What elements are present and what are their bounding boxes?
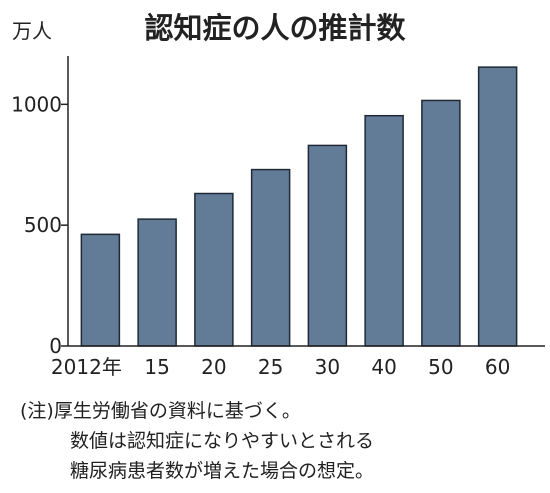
x-tick-label-0: 2012年 bbox=[51, 355, 122, 379]
bar-1 bbox=[137, 218, 177, 347]
x-tick-label-3: 25 bbox=[258, 355, 283, 379]
bar-4 bbox=[307, 144, 348, 347]
bar-6 bbox=[421, 99, 461, 347]
bar-5 bbox=[364, 114, 404, 347]
y-ticks-group: 0 500 1000 bbox=[11, 92, 68, 358]
y-tick-label-0: 0 bbox=[49, 334, 62, 358]
y-tick-label-1: 500 bbox=[24, 213, 62, 237]
footnote-line-1: (注)厚生労働省の資料に基づく。 bbox=[20, 400, 301, 422]
x-tick-label-1: 15 bbox=[144, 355, 169, 379]
footnote-line-3: 糖尿病患者数が増えた場合の想定。 bbox=[70, 460, 375, 482]
bars-group bbox=[80, 66, 518, 347]
x-ticks-group: 2012年 15 20 25 30 40 50 60 bbox=[51, 355, 510, 379]
bar-0 bbox=[80, 233, 121, 347]
bar-7 bbox=[477, 66, 518, 347]
chart-title: 認知症の人の推計数 bbox=[144, 11, 406, 45]
bar-chart: 認知症の人の推計数 万人 0 500 1000 2012年 15 20 25 30 40 50 6… bbox=[11, 11, 545, 379]
x-tick-label-6: 50 bbox=[428, 355, 453, 379]
footnote: (注)厚生労働省の資料に基づく。 数値は認知症になりやすいとされる 糖尿病患者数… bbox=[20, 396, 540, 486]
bar-3 bbox=[250, 168, 291, 347]
x-tick-label-5: 40 bbox=[371, 355, 396, 379]
x-tick-label-7: 60 bbox=[485, 355, 510, 379]
x-tick-label-4: 30 bbox=[315, 355, 340, 379]
bar-2 bbox=[194, 192, 234, 347]
x-tick-label-2: 20 bbox=[201, 355, 226, 379]
footnote-line-2: 数値は認知症になりやすいとされる bbox=[70, 430, 375, 452]
y-axis-unit-label: 万人 bbox=[12, 19, 52, 43]
y-tick-label-2: 1000 bbox=[11, 92, 62, 116]
